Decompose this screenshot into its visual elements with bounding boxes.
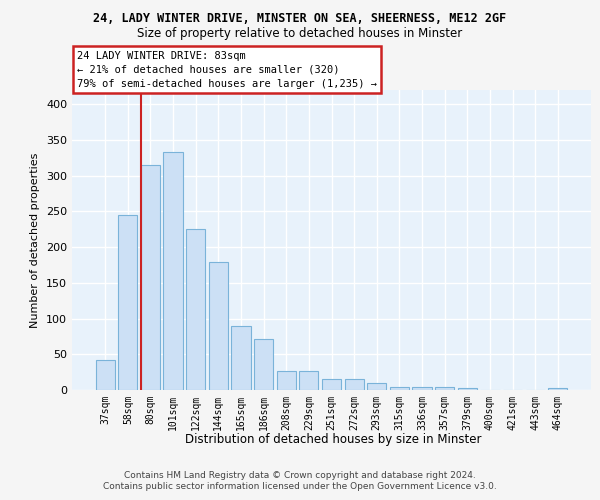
Bar	[277, 372, 296, 390]
Bar	[209, 262, 228, 390]
Bar	[390, 387, 409, 390]
Text: 24, LADY WINTER DRIVE, MINSTER ON SEA, SHEERNESS, ME12 2GF: 24, LADY WINTER DRIVE, MINSTER ON SEA, S…	[94, 12, 506, 26]
Bar	[163, 152, 183, 390]
Text: Contains public sector information licensed under the Open Government Licence v3: Contains public sector information licen…	[103, 482, 497, 491]
Text: Distribution of detached houses by size in Minster: Distribution of detached houses by size …	[185, 432, 481, 446]
Y-axis label: Number of detached properties: Number of detached properties	[31, 152, 40, 328]
Bar	[435, 387, 454, 390]
Bar	[95, 360, 115, 390]
Text: 24 LADY WINTER DRIVE: 83sqm
← 21% of detached houses are smaller (320)
79% of se: 24 LADY WINTER DRIVE: 83sqm ← 21% of det…	[77, 50, 377, 88]
Bar	[367, 383, 386, 390]
Bar	[458, 388, 477, 390]
Bar	[548, 388, 568, 390]
Text: Size of property relative to detached houses in Minster: Size of property relative to detached ho…	[137, 28, 463, 40]
Bar	[322, 378, 341, 390]
Bar	[299, 372, 319, 390]
Bar	[254, 338, 273, 390]
Bar	[344, 378, 364, 390]
Bar	[232, 326, 251, 390]
Bar	[186, 230, 205, 390]
Bar	[412, 387, 431, 390]
Text: Contains HM Land Registry data © Crown copyright and database right 2024.: Contains HM Land Registry data © Crown c…	[124, 471, 476, 480]
Bar	[118, 215, 137, 390]
Bar	[141, 165, 160, 390]
